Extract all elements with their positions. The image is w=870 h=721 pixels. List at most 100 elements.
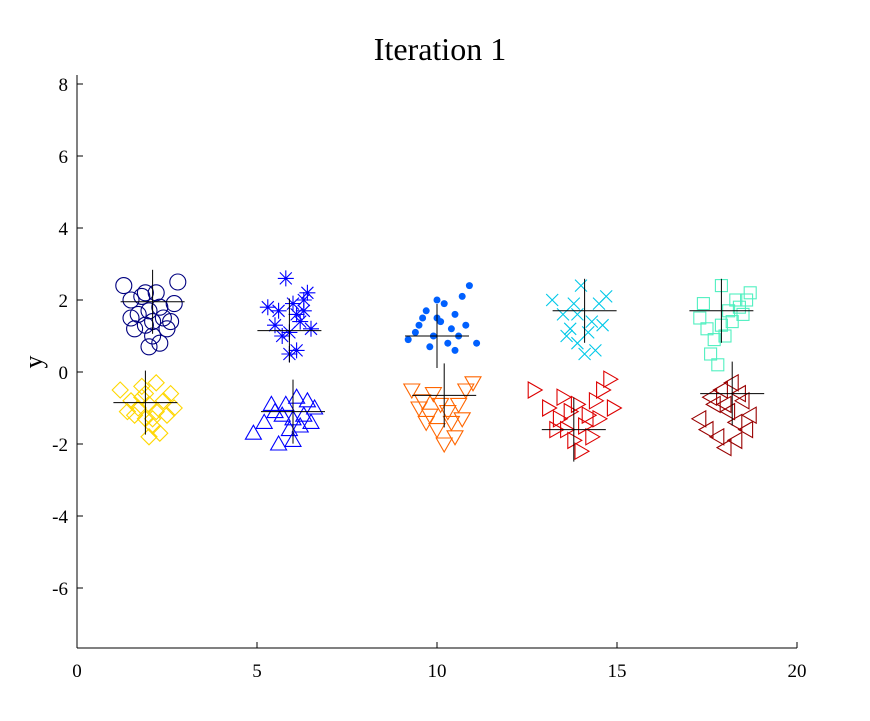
data-point: [589, 344, 602, 357]
data-point: [133, 287, 151, 305]
data-point: [284, 431, 302, 447]
data-point: [426, 343, 434, 351]
data-point: [542, 399, 558, 417]
data-point: [743, 286, 757, 300]
data-point: [136, 284, 154, 302]
data-point: [402, 383, 421, 400]
data-point: [581, 406, 598, 425]
data-point: [295, 302, 312, 319]
data-point: [585, 315, 599, 328]
data-point: [133, 388, 151, 406]
y-tick-label: -2: [52, 435, 68, 456]
chart-title: Iteration 1: [374, 31, 506, 67]
data-point: [291, 416, 310, 433]
data-point: [111, 381, 129, 399]
data-point: [433, 296, 441, 304]
data-point: [140, 338, 158, 356]
data-point: [446, 430, 464, 446]
data-point: [147, 374, 165, 392]
data-point: [143, 410, 162, 428]
data-point: [435, 437, 454, 454]
data-point: [556, 388, 573, 407]
data-point: [259, 299, 276, 316]
data-point: [697, 420, 714, 439]
data-point: [729, 293, 743, 307]
data-point: [125, 406, 144, 424]
data-point: [442, 415, 461, 432]
data-point: [274, 328, 291, 344]
data-point: [740, 293, 754, 307]
data-point: [603, 370, 619, 389]
data-point: [255, 413, 274, 429]
data-point: [129, 399, 147, 417]
data-point: [126, 320, 144, 338]
data-point: [567, 297, 581, 310]
data-point: [447, 325, 455, 333]
data-point: [133, 377, 151, 396]
data-point: [705, 395, 721, 414]
x-tick-label: 10: [428, 661, 447, 682]
data-point: [140, 302, 158, 320]
data-point: [581, 326, 595, 339]
data-point: [118, 402, 137, 421]
y-ticks: -6 -4 -2 0 2 4 6 8: [52, 75, 83, 600]
data-point: [295, 292, 312, 308]
data-point: [151, 298, 169, 316]
data-point: [570, 395, 587, 414]
data-point: [162, 313, 180, 331]
data-point: [741, 406, 757, 425]
data-point: [294, 406, 313, 422]
data-point: [732, 300, 746, 314]
data-point: [428, 423, 446, 439]
y-tick-label: 2: [59, 291, 69, 312]
data-point: [122, 392, 140, 410]
data-point: [444, 339, 452, 347]
data-point: [151, 424, 169, 442]
y-tick-label: -6: [52, 579, 68, 600]
data-point: [122, 291, 140, 309]
data-point: [115, 277, 133, 295]
data-point: [419, 314, 427, 322]
data-point: [723, 373, 739, 392]
data-point: [451, 346, 459, 354]
data-point: [158, 406, 176, 424]
data-point: [298, 391, 317, 408]
data-point: [458, 292, 466, 300]
data-point: [571, 308, 584, 321]
data-point: [424, 387, 443, 403]
data-point: [465, 282, 473, 290]
data-point: [473, 339, 481, 347]
data-point: [165, 295, 183, 313]
data-point: [726, 413, 743, 432]
data-point: [302, 413, 320, 429]
data-point: [438, 405, 457, 421]
data-point: [464, 376, 482, 392]
data-point: [571, 336, 584, 350]
data-point: [718, 329, 732, 343]
data-point: [143, 417, 162, 435]
data-point: [733, 391, 750, 410]
data-point: [147, 284, 165, 302]
data-point: [285, 295, 301, 312]
data-point: [693, 311, 707, 325]
data-point: [404, 336, 412, 344]
data-point: [578, 347, 591, 361]
x-tick-label: 0: [72, 661, 82, 682]
data-point: [273, 406, 292, 422]
data-point: [411, 328, 419, 336]
data-point: [267, 317, 283, 334]
data-point: [140, 395, 158, 414]
data-point: [556, 308, 570, 321]
x-tick-label: 5: [252, 661, 262, 682]
data-point: [288, 342, 305, 359]
data-point: [696, 297, 710, 311]
data-point: [456, 383, 475, 400]
data-point: [303, 320, 319, 337]
data-point: [736, 307, 750, 321]
data-point: [704, 347, 718, 361]
data-point: [574, 279, 588, 292]
data-point: [726, 431, 743, 450]
data-point: [700, 322, 714, 336]
data-point: [527, 381, 544, 399]
data-point: [585, 427, 601, 446]
